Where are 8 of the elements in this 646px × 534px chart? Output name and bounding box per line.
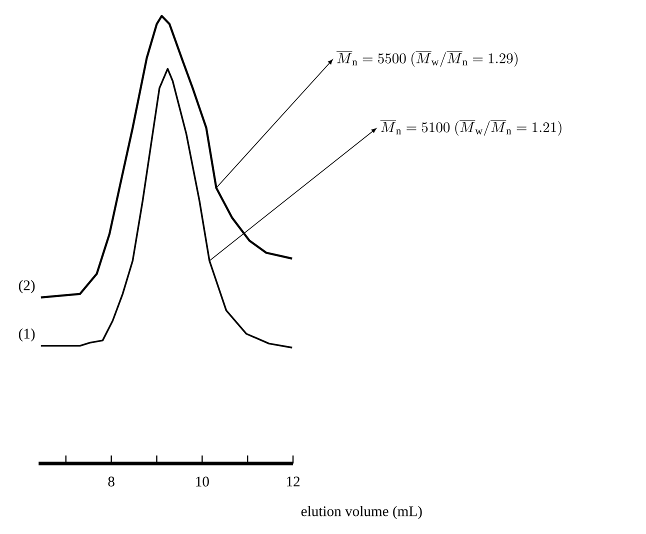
x-tick-label: 8 — [108, 476, 114, 486]
x-tick-label: 12 — [287, 476, 300, 486]
series-label: (1) — [18, 328, 35, 342]
annotation: $\overline{M}_{\mathrm{n}} = 5100\ (\overline{M}_{\mathrm{w}}/\overline{M}_{\mathrm{n}} = 1.21)$ — [380, 120, 562, 136]
x-tick-label: 10 — [196, 476, 209, 486]
x-axis-title: elution volume (mL) — [301, 506, 422, 520]
annotation: $\overline{M}_{\mathrm{n}} = 5500\ (\overline{M}_{\mathrm{w}}/\overline{M}_{\mathrm{n}} = 1.29)$ — [336, 51, 518, 67]
series-label: (2) — [18, 280, 35, 294]
